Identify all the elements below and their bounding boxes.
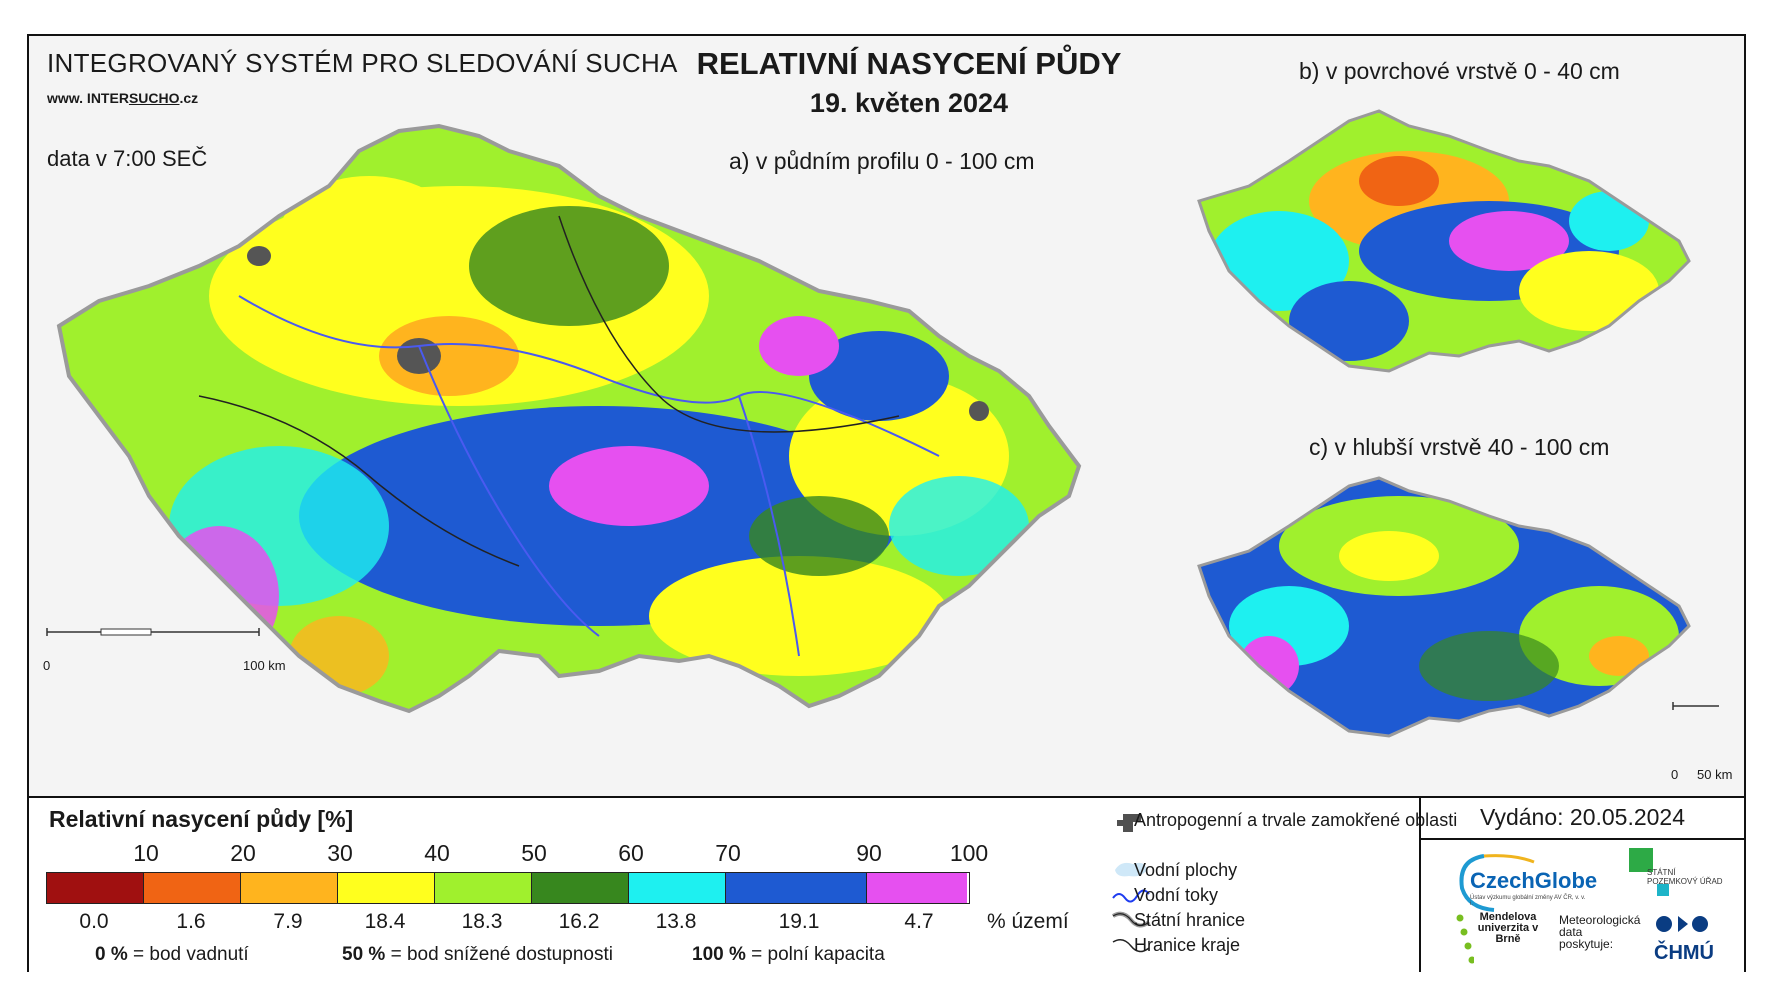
legend-share: 18.3 [461,910,503,933]
legend-tick: 10 [133,840,159,866]
chmu-name: ČHMÚ [1654,942,1714,964]
issue-date: Vydáno: 20.05.2024 [1479,804,1686,830]
legend-share: 1.6 [176,910,206,933]
url-mid: SUCHO [128,90,180,106]
legend-share: 4.7 [904,910,934,933]
website-link[interactable]: www. INTERSUCHO.cz [47,90,198,106]
definition-value: 100 % [692,944,746,965]
page-title: RELATIVNÍ NASYCENÍ PŮDY [696,46,1122,81]
scale-a-zero: 0 [43,658,51,673]
legend-share: 7.9 [273,910,303,933]
legend-tick: 40 [424,840,450,866]
legend-class-swatch [47,873,144,903]
legend-anthropogenic: Antropogenní a trvale zamokřené oblasti [1134,810,1458,830]
legend-region-border: Hranice kraje [1134,935,1241,955]
definition-value: 0 % [95,944,128,965]
map-area: INTEGROVANÝ SYSTÉM PRO SLEDOVÁNÍ SUCHA w… [29,36,1744,796]
definition-reduced: 50 % = bod snížené dostupnosti [342,944,613,966]
definition-wilting: 0 % = bod vadnutí [95,944,249,966]
scale-bar-c [1672,702,1719,710]
map-a-soil-profile [46,123,1082,714]
mendel-name: Mendelova univerzita v Brně [1477,911,1539,945]
river-icon [1112,889,1150,903]
legend-class-swatch [532,873,629,903]
legend-share: 0.0 [79,910,109,933]
legend-tick: 90 [856,840,882,866]
url-suffix: .cz [179,90,199,106]
czechglobe-subtitle: Ústav výzkumu globální změny AV ČR, v. v… [1470,895,1586,907]
scale-c-end: 50 km [1697,767,1733,782]
map-b-surface-layer [1197,109,1691,373]
meteo-provider-label: Meteorologická data poskytuje: [1559,913,1641,951]
map-c-deep-layer [1197,476,1719,738]
legend-class-swatch [338,873,435,903]
mendel-logo: Mendelova univerzita v Brně [1454,910,1544,970]
anthropogenic-area-icon [1117,814,1141,832]
definition-text: = polní kapacita [751,944,885,965]
legend-share: 19.1 [778,910,820,933]
scale-bar-a [46,628,260,636]
legend-title: Relativní nasycení půdy [%] [49,806,354,832]
legend-tick: 60 [618,840,644,866]
legend-class-swatch [629,873,726,903]
definition-text: = bod snížené dostupnosti [390,944,613,965]
map-b-label: b) v povrchové vrstvě 0 - 40 cm [1299,58,1620,84]
legend-share: 16.2 [558,910,600,933]
legend-class-swatch [241,873,338,903]
legend-class-swatch [867,873,967,903]
legend-tick: 30 [327,840,353,866]
system-title: INTEGROVANÝ SYSTÉM PRO SLEDOVÁNÍ SUCHA [47,48,678,78]
czechglobe-name: CzechGlobe [1470,868,1598,893]
page-date: 19. květen 2024 [809,88,1009,118]
scale-a-end: 100 km [243,658,286,673]
map-frame: INTEGROVANÝ SYSTÉM PRO SLEDOVÁNÍ SUCHA w… [27,34,1746,972]
map-c-label: c) v hlubší vrstvě 40 - 100 cm [1309,434,1610,460]
legend-color-bar [46,872,970,904]
legend-tick: 70 [715,840,741,866]
spu-logo: STÁTNÍ POZEMKOVÝ ÚŘAD [1629,848,1729,908]
water-body-icon [1115,862,1147,877]
definition-capacity: 100 % = polní kapacita [692,944,885,966]
scale-c-zero: 0 [1671,767,1679,782]
legend-share: 18.4 [364,910,406,933]
chmu-logo: Meteorologická data poskytuje: ČHMÚ [1559,910,1739,970]
spu-name: STÁTNÍ POZEMKOVÝ ÚŘAD [1647,868,1723,886]
definition-value: 50 % [342,944,386,965]
legend-state-border: Státní hranice [1134,910,1246,930]
footer-divider [1419,798,1421,972]
legend-class-swatch [144,873,241,903]
legend-share-unit: % území [987,910,1069,933]
legend-tick: 50 [521,840,547,866]
legend-tick: 100 [949,840,989,866]
footer-divider [1419,838,1744,840]
legend-tick: 20 [230,840,256,866]
data-time: data v 7:00 SEČ [47,146,208,171]
region-border-icon [1112,939,1150,953]
legend-share: 13.8 [655,910,697,933]
map-a-label: a) v půdním profilu 0 - 100 cm [729,148,1035,174]
url-prefix: www. INTER [47,90,129,106]
legend-water-bodies: Vodní plochy [1134,860,1238,880]
state-border-icon [1111,911,1151,928]
legend-class-swatch [435,873,532,903]
legend-class-swatch [726,873,867,903]
definition-text: = bod vadnutí [133,944,249,965]
legend-rivers: Vodní toky [1134,885,1219,905]
legend-panel: Relativní nasycení půdy [%] 10 20 30 40 … [29,796,1744,972]
czechglobe-logo: CzechGlobe Ústav výzkumu globální změny … [1454,852,1597,914]
